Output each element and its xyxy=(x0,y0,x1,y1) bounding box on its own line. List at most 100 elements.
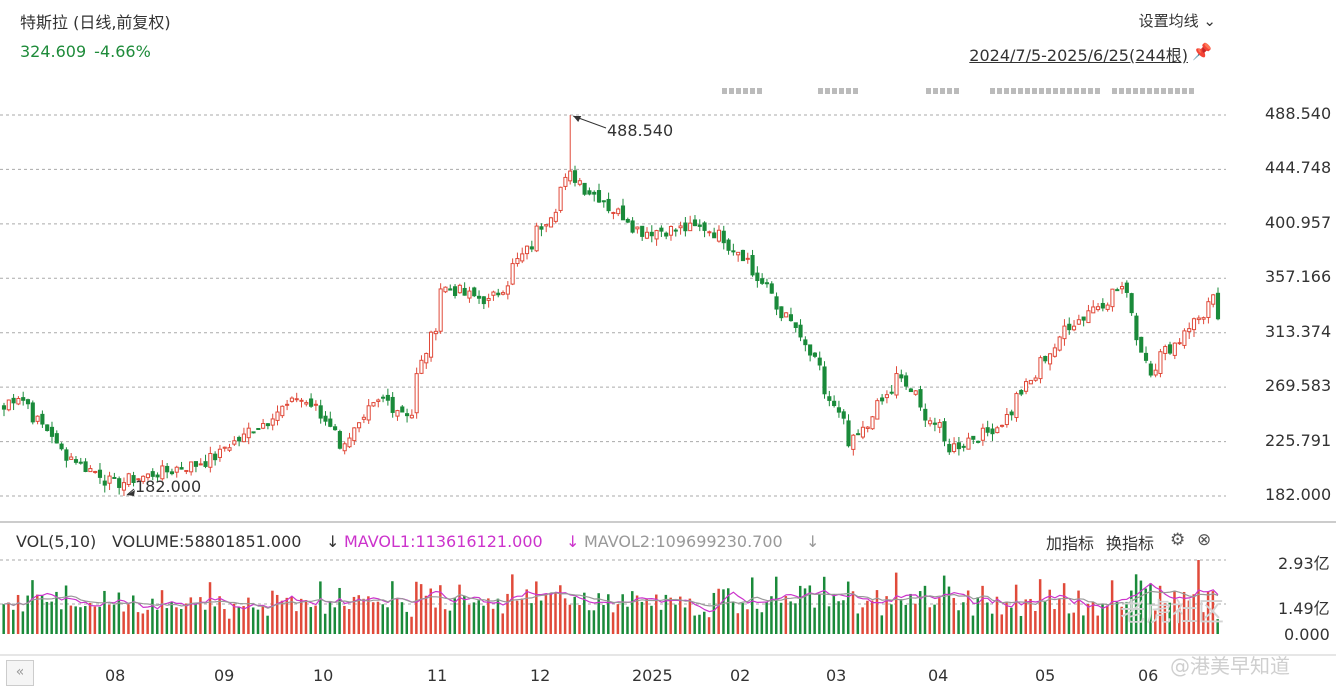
event-marker-icon xyxy=(1060,88,1065,94)
volume-bar xyxy=(520,598,524,634)
candle-body xyxy=(534,225,539,252)
volume-bar xyxy=(986,602,989,634)
candle-body xyxy=(222,446,227,449)
volume-bar xyxy=(712,592,716,634)
volume-bar xyxy=(458,584,461,634)
candle-body xyxy=(385,394,390,401)
volume-bar xyxy=(256,609,260,634)
volume-bar xyxy=(1029,598,1032,634)
candle-body xyxy=(361,416,366,420)
volume-bar xyxy=(1173,590,1176,634)
volume-bar xyxy=(290,596,293,634)
volume-bar xyxy=(362,598,365,634)
candle-body xyxy=(884,394,889,399)
candle-body xyxy=(865,426,870,429)
candle-body xyxy=(481,296,486,305)
volume-bar xyxy=(381,604,385,634)
candle-body xyxy=(625,218,630,223)
ma-setting-button[interactable]: 设置均线 ⌄ xyxy=(1139,10,1216,31)
scroll-left-button[interactable]: « xyxy=(6,660,34,686)
volume-bar xyxy=(367,596,370,634)
volume-bar xyxy=(525,589,528,634)
candle-body xyxy=(409,414,414,419)
volume-bar xyxy=(309,607,313,634)
candle-body xyxy=(568,170,573,182)
volume-bar xyxy=(1149,583,1152,634)
volume-bar xyxy=(1139,580,1143,634)
candle-body xyxy=(620,205,626,221)
candle-body xyxy=(673,229,678,232)
candle-body xyxy=(808,344,813,356)
y-tick-label: 488.540 xyxy=(1265,104,1332,123)
gear-icon[interactable]: ⚙ xyxy=(1170,530,1186,550)
candle-body xyxy=(97,469,103,478)
candle-body xyxy=(904,375,909,387)
candle-body xyxy=(851,434,856,450)
candle-body xyxy=(515,258,520,265)
candle-body xyxy=(189,461,194,473)
event-marker-icon xyxy=(1067,88,1072,94)
candle-body xyxy=(750,255,755,276)
candle-body xyxy=(1000,424,1005,427)
candle-body xyxy=(731,250,736,253)
volume-bar xyxy=(108,604,111,634)
x-tick-label: 03 xyxy=(826,666,847,685)
volume-bar xyxy=(1216,619,1219,634)
candle-body xyxy=(846,420,851,447)
close-icon[interactable]: ⊗ xyxy=(1197,530,1212,550)
candle-body xyxy=(6,399,11,411)
volume-bars xyxy=(2,560,1219,634)
volume-bar xyxy=(271,590,274,634)
volume-panel-header: VOL(5,10) VOLUME:58801851.000 ↓ MAVOL1:1… xyxy=(0,526,1336,556)
volume-bar xyxy=(1082,615,1085,634)
candle-body xyxy=(510,263,515,285)
candle-body xyxy=(366,405,371,421)
add-indicator-button[interactable]: 加指标 xyxy=(1046,534,1095,553)
event-marker-icon xyxy=(839,88,844,94)
candle-body xyxy=(544,224,549,227)
volume-bar xyxy=(1206,591,1210,634)
candle-body xyxy=(664,232,669,237)
volume-bar xyxy=(966,590,970,634)
candle-body xyxy=(923,408,928,421)
volume-bar xyxy=(568,604,572,634)
volume-bar xyxy=(343,605,346,634)
candle-body xyxy=(736,251,741,256)
volume-bar xyxy=(467,604,471,634)
vol-y-label-mid: 1.49亿 xyxy=(1278,599,1330,618)
volume-bar xyxy=(472,602,476,634)
candle-body xyxy=(611,211,616,214)
arrow-down-icon: ↓ xyxy=(806,532,820,551)
candle-body xyxy=(1134,315,1139,341)
candle-body xyxy=(740,249,746,262)
volume-bar xyxy=(1005,601,1008,634)
volume-bar xyxy=(784,596,788,634)
volume-bar xyxy=(333,607,337,634)
volume-bar xyxy=(664,594,668,634)
volume-bar xyxy=(419,584,423,634)
event-marker-icon xyxy=(1032,88,1037,94)
candle-body xyxy=(755,272,760,282)
pin-icon[interactable]: 📌 xyxy=(1192,42,1212,61)
candle-body xyxy=(529,246,534,250)
candle-body xyxy=(352,427,357,442)
date-range-link[interactable]: 2024/7/5-2025/6/25(244根) xyxy=(969,46,1188,65)
candle-body xyxy=(54,433,59,444)
candle-body xyxy=(524,245,530,255)
candle-body xyxy=(1062,325,1067,340)
switch-indicator-button[interactable]: 换指标 xyxy=(1106,534,1155,553)
volume-bar xyxy=(160,590,164,634)
event-marker-icon xyxy=(1189,88,1194,94)
candle-body xyxy=(313,403,318,406)
volume-bar xyxy=(698,614,701,634)
candle-body xyxy=(553,211,558,222)
candle-body xyxy=(419,359,424,374)
candle-body xyxy=(908,388,913,393)
y-tick-label: 225.791 xyxy=(1265,430,1332,450)
volume-bar xyxy=(674,604,677,634)
volume-bar xyxy=(141,613,145,634)
candle-body xyxy=(875,400,880,420)
candle-body xyxy=(117,478,122,488)
volume-bar xyxy=(736,613,740,634)
volume-bar xyxy=(602,605,605,634)
